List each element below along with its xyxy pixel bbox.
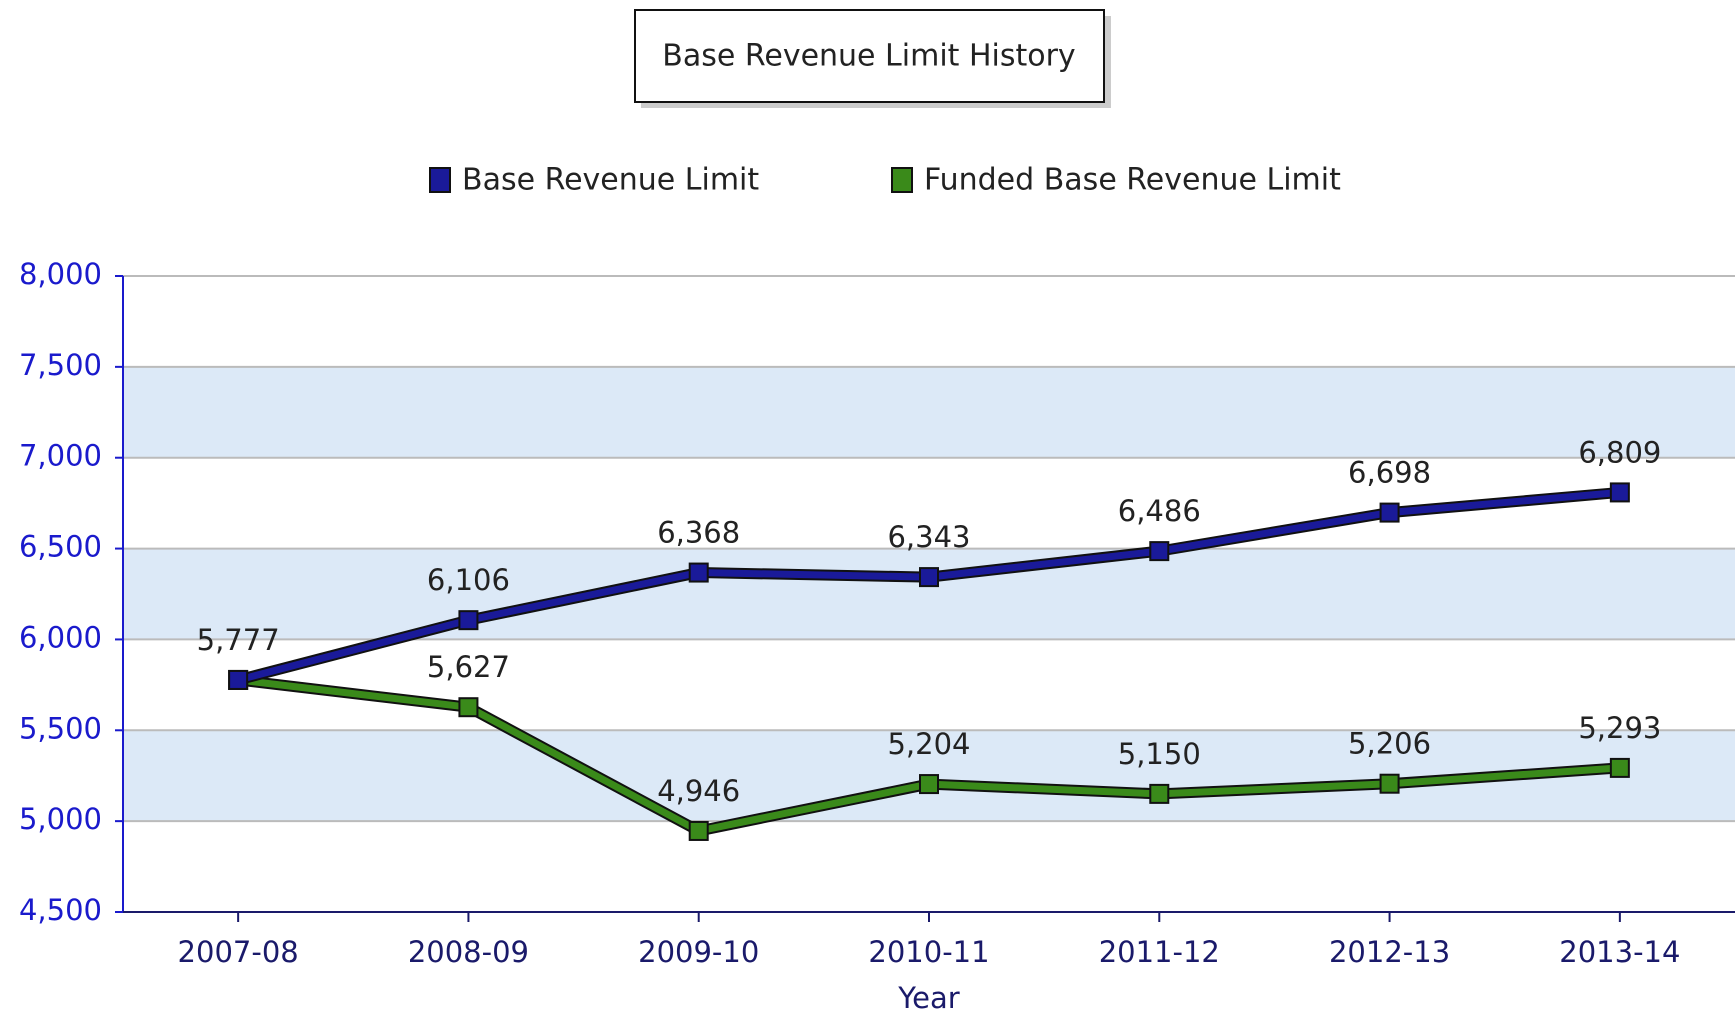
plot-band [123, 548, 1735, 640]
y-tick-label: 5,000 [19, 802, 102, 836]
data-point [228, 669, 249, 690]
legend-label: Base Revenue Limit [462, 163, 759, 198]
data-label: 5,777 [197, 623, 280, 657]
data-point [1379, 502, 1400, 523]
data-point [919, 774, 939, 795]
legend-label: Funded Base Revenue Limit [924, 163, 1341, 198]
y-tick-label: 7,000 [19, 439, 102, 473]
data-point [1149, 783, 1170, 804]
data-point [919, 567, 939, 588]
x-tick-label: 2011-12 [1099, 935, 1220, 969]
data-label: 6,486 [1118, 494, 1201, 528]
x-tick-label: 2012-13 [1329, 935, 1450, 969]
data-label: 5,293 [1578, 711, 1661, 745]
data-label: 6,368 [657, 516, 740, 550]
x-tick-label: 2008-09 [408, 935, 529, 969]
y-tick-label: 8,000 [19, 257, 102, 291]
data-point [688, 562, 709, 583]
data-label: 5,204 [887, 727, 970, 761]
data-point [1149, 541, 1170, 562]
data-label: 6,106 [427, 563, 510, 597]
x-tick-label: 2007-08 [178, 935, 299, 969]
x-tick-label: 2009-10 [638, 935, 759, 969]
y-tick-label: 6,000 [19, 620, 102, 654]
data-label: 5,206 [1348, 727, 1431, 761]
y-tick-label: 4,500 [19, 893, 102, 927]
chart-title: Base Revenue Limit History [662, 39, 1075, 74]
plot-band [123, 366, 1735, 458]
data-point [1379, 773, 1400, 794]
data-point [458, 697, 479, 718]
data-point [1609, 757, 1630, 778]
data-label: 5,150 [1118, 737, 1201, 771]
x-tick-label: 2010-11 [868, 935, 989, 969]
legend-swatch [891, 167, 913, 193]
data-point [688, 820, 709, 841]
data-point [1609, 482, 1630, 503]
x-axis-label: Year [897, 981, 959, 1015]
data-label: 6,809 [1578, 435, 1661, 469]
y-tick-label: 7,500 [19, 348, 102, 382]
data-point [458, 610, 479, 631]
data-label: 5,627 [427, 650, 510, 684]
data-label: 4,946 [657, 774, 740, 808]
data-label: 6,698 [1348, 456, 1431, 490]
y-tick-label: 6,500 [19, 530, 102, 564]
data-label: 6,343 [887, 520, 970, 554]
title-box [634, 9, 1105, 103]
legend-swatch [429, 167, 451, 193]
y-tick-label: 5,500 [19, 711, 102, 745]
x-tick-label: 2013-14 [1559, 935, 1680, 969]
